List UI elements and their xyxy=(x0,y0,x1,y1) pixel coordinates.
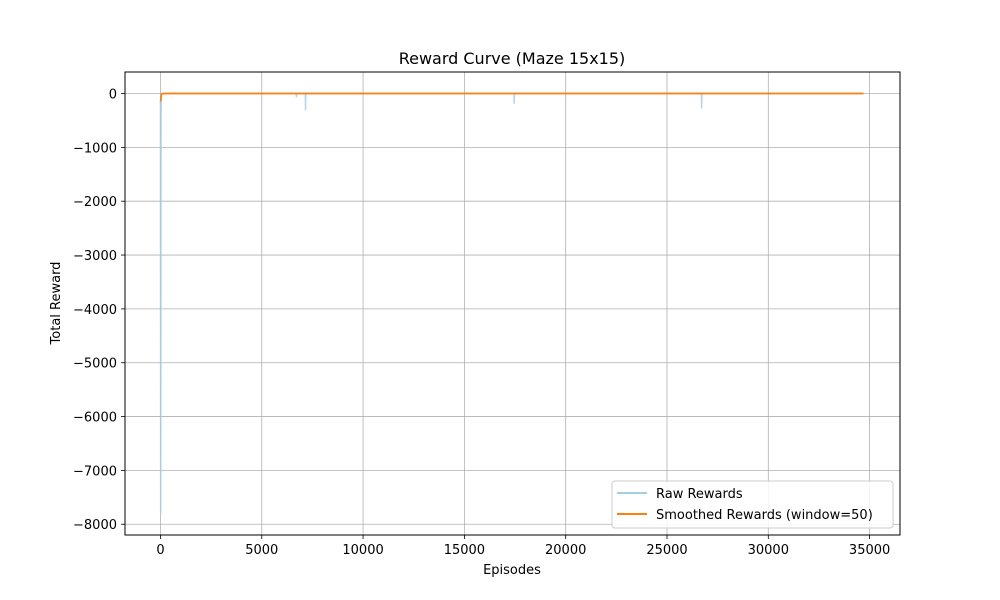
plot-frame xyxy=(124,71,901,536)
legend-label-smoothed-rewards: Smoothed Rewards (window=50) xyxy=(656,508,873,523)
y-tick-label: −1000 xyxy=(73,141,117,156)
x-tick-label: 20000 xyxy=(545,543,586,558)
y-tick-label: −5000 xyxy=(73,357,117,372)
x-tick-label: 30000 xyxy=(748,543,789,558)
y-axis-label: Total Reward xyxy=(49,262,64,346)
y-tick-label: −8000 xyxy=(73,518,117,533)
series-layer xyxy=(159,92,864,515)
legend-label-raw-rewards: Raw Rewards xyxy=(656,487,743,502)
y-tick-label: −4000 xyxy=(73,303,117,318)
y-tick-label: −2000 xyxy=(73,195,117,210)
y-axis-ticks: 0 −1000 −2000 −3000 −4000 −5000 −6000 −7000 −800… xyxy=(73,88,125,533)
x-tick-label: 25000 xyxy=(646,543,687,558)
x-tick-label: 15000 xyxy=(444,543,485,558)
chart-title: Reward Curve (Maze 15x15) xyxy=(399,49,626,68)
y-tick-label: −7000 xyxy=(73,464,117,479)
legend-box xyxy=(611,480,894,529)
x-tick-label: 35000 xyxy=(849,543,890,558)
x-tick-label: 0 xyxy=(156,543,164,558)
y-tick-label: −3000 xyxy=(73,249,117,264)
x-axis-label: Episodes xyxy=(483,563,541,578)
x-tick-label: 10000 xyxy=(342,543,383,558)
x-tick-label: 5000 xyxy=(245,543,278,558)
x-axis-ticks: 0 5000 10000 15000 20000 25000 30000 35000 xyxy=(156,535,890,558)
y-tick-label: −6000 xyxy=(73,411,117,426)
y-tick-label: 0 xyxy=(109,88,117,103)
smoothed-rewards-line xyxy=(159,92,864,102)
legend: Raw Rewards Smoothed Rewards (window=50) xyxy=(611,480,894,529)
